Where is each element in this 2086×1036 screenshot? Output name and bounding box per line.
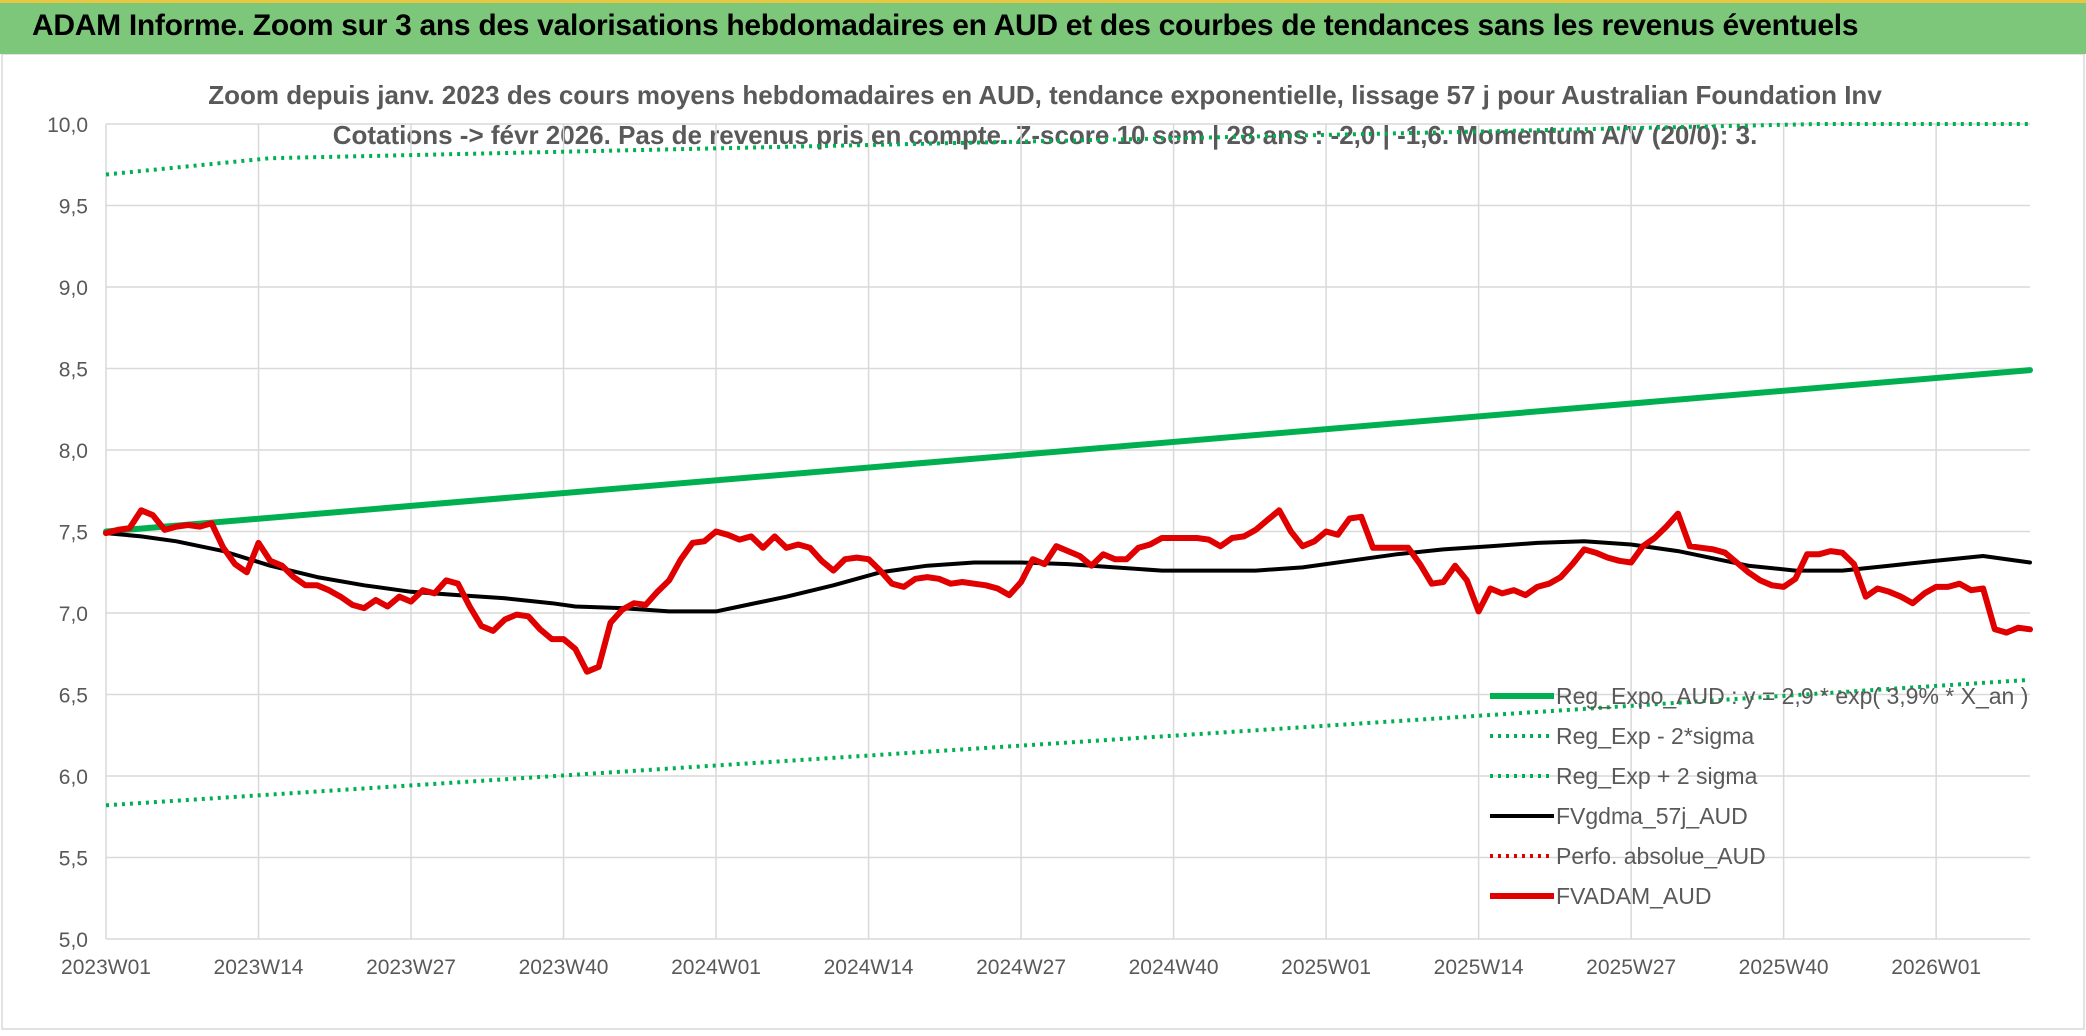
- y-tick-label: 10,0: [47, 114, 88, 137]
- x-tick-label: 2024W14: [824, 956, 914, 979]
- y-tick-label: 7,5: [59, 522, 88, 545]
- line-chart: Zoom depuis janv. 2023 des cours moyens …: [1, 53, 2085, 1030]
- x-tick-label: 2025W01: [1281, 956, 1371, 979]
- report-banner: ADAM Informe. Zoom sur 3 ans des valoris…: [0, 0, 2086, 54]
- x-tick-label: 2023W40: [519, 956, 609, 979]
- y-tick-label: 5,0: [59, 929, 88, 952]
- chart-area: Zoom depuis janv. 2023 des cours moyens …: [0, 53, 2086, 1031]
- legend-label: FVgdma_57j_AUD: [1556, 803, 1748, 829]
- gridlines: [105, 123, 2030, 940]
- y-tick-label: 6,5: [59, 685, 88, 708]
- legend-label: Perfo. absolue_AUD: [1556, 843, 1766, 869]
- x-tick-label: 2025W40: [1739, 956, 1829, 979]
- x-tick-label: 2025W14: [1434, 956, 1524, 979]
- y-tick-label: 8,5: [59, 359, 88, 382]
- chart-frame: [1, 53, 2085, 1030]
- x-axis-ticks: 2023W01 2023W14 2023W27 2023W40 2024W01 2024W…: [61, 956, 1981, 979]
- x-tick-label: 2023W01: [61, 956, 151, 979]
- y-tick-label: 6,0: [59, 766, 88, 789]
- legend-label: Reg_Expo_AUD : y = 2,9 * exp( 3,9% * X_a…: [1556, 683, 2028, 709]
- y-tick-label: 9,0: [59, 277, 88, 300]
- report-title: ADAM Informe. Zoom sur 3 ans des valoris…: [32, 9, 1859, 42]
- x-tick-label: 2023W14: [214, 956, 304, 979]
- series-lines: [103, 122, 2033, 808]
- x-tick-label: 2024W27: [976, 956, 1066, 979]
- y-axis-ticks: 5,0 5,5 6,0 6,5 7,0 7,5 8,0 8,5 9,0 9,5 10,0: [47, 114, 88, 952]
- x-tick-label: 2026W01: [1891, 956, 1981, 979]
- series-line-0: [103, 367, 2033, 535]
- y-tick-label: 7,0: [59, 603, 88, 626]
- series-line-5: [103, 507, 2033, 675]
- legend-label: Reg_Exp + 2 sigma: [1556, 763, 1758, 789]
- chart-title-line2: Cotations -> févr 2026. Pas de revenus p…: [333, 120, 1758, 150]
- chart-title-line1: Zoom depuis janv. 2023 des cours moyens …: [208, 80, 1882, 110]
- x-tick-label: 2024W40: [1129, 956, 1219, 979]
- legend-label: Reg_Exp - 2*sigma: [1556, 723, 1754, 749]
- legend: Reg_Expo_AUD : y = 2,9 * exp( 3,9% * X_a…: [1490, 683, 2028, 909]
- x-tick-label: 2024W01: [671, 956, 761, 979]
- y-tick-label: 8,0: [59, 440, 88, 463]
- series-line-2: [105, 122, 2030, 177]
- legend-label: FVADAM_AUD: [1556, 883, 1712, 909]
- y-tick-label: 9,5: [59, 196, 88, 219]
- x-tick-label: 2025W27: [1586, 956, 1676, 979]
- x-tick-label: 2023W27: [366, 956, 456, 979]
- y-tick-label: 5,5: [59, 848, 88, 871]
- series-line-1: [105, 677, 2031, 808]
